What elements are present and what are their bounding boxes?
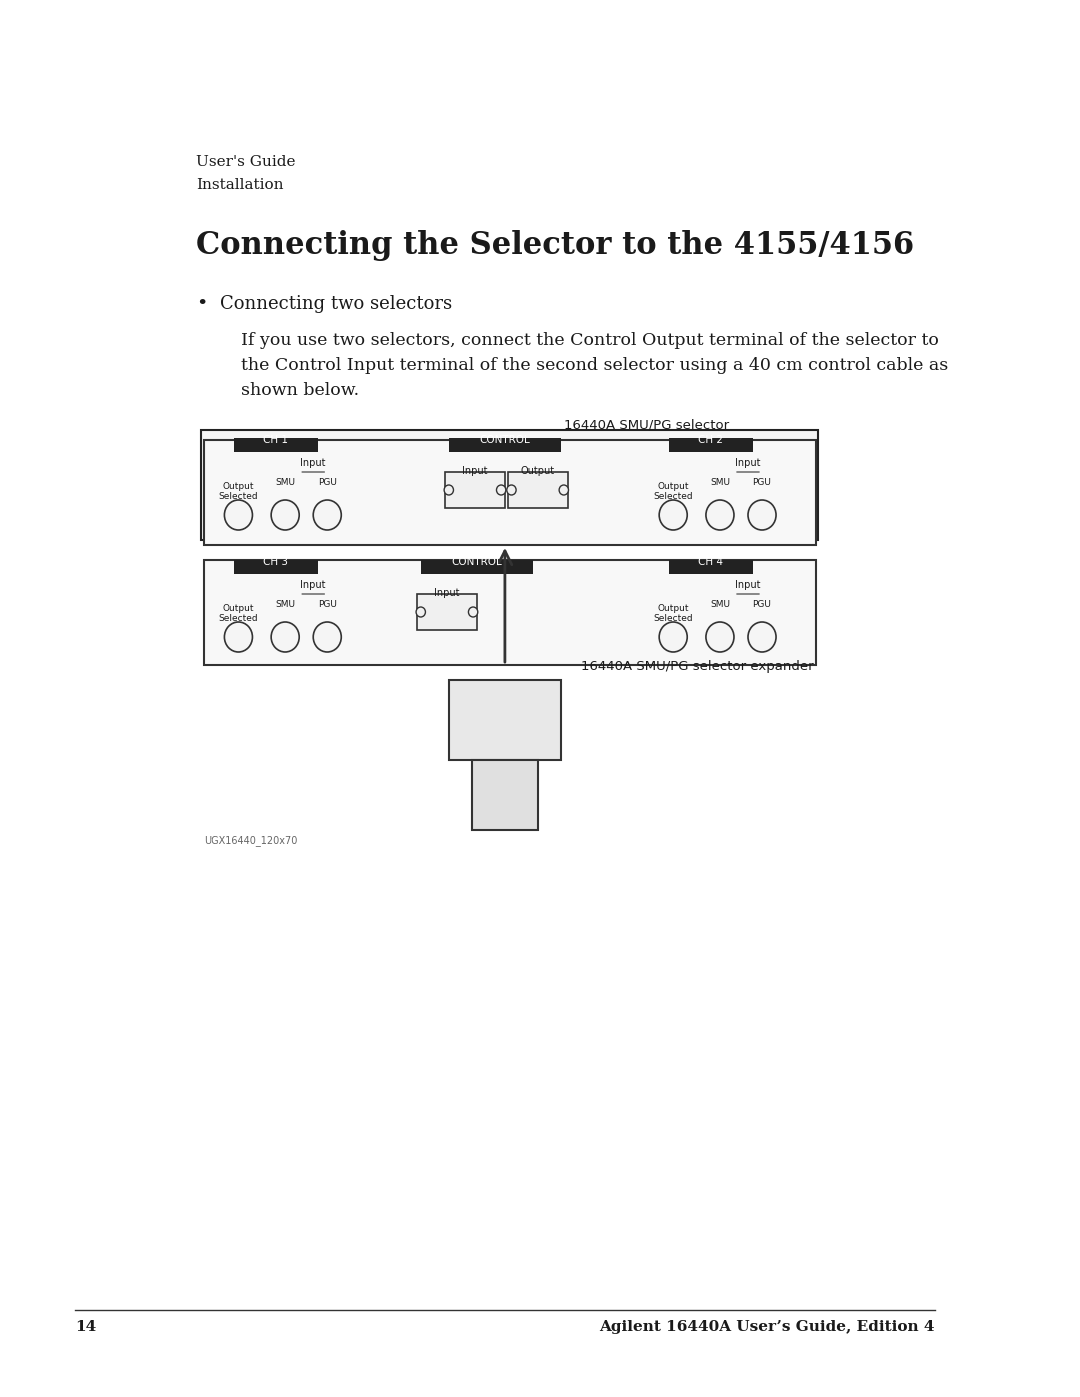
Circle shape <box>659 622 687 652</box>
Text: CONTROL: CONTROL <box>451 557 502 567</box>
Circle shape <box>748 622 777 652</box>
Text: Input: Input <box>735 458 760 468</box>
Text: PGU: PGU <box>318 599 337 609</box>
Text: Output: Output <box>521 467 555 476</box>
Bar <box>508 472 568 509</box>
Text: Input: Input <box>735 580 760 590</box>
Circle shape <box>416 608 426 617</box>
Bar <box>449 439 561 453</box>
Text: CH 2: CH 2 <box>698 434 724 446</box>
Text: Output
Selected: Output Selected <box>653 604 693 623</box>
Circle shape <box>659 500 687 529</box>
Bar <box>204 560 816 665</box>
Bar <box>669 560 753 574</box>
Text: User's Guide: User's Guide <box>197 155 296 169</box>
Bar <box>449 680 561 760</box>
Text: SMU: SMU <box>710 478 730 488</box>
Text: SMU: SMU <box>710 599 730 609</box>
Text: Output
Selected: Output Selected <box>218 482 258 502</box>
Text: •: • <box>197 295 207 313</box>
Text: SMU: SMU <box>275 478 295 488</box>
Circle shape <box>706 500 734 529</box>
Circle shape <box>313 622 341 652</box>
Text: Input: Input <box>434 588 460 598</box>
Bar <box>204 440 816 545</box>
Text: CH 1: CH 1 <box>264 434 288 446</box>
Circle shape <box>444 485 454 495</box>
Text: 14: 14 <box>75 1320 96 1334</box>
Circle shape <box>225 622 253 652</box>
Text: CH 4: CH 4 <box>698 557 724 567</box>
Text: CH 3: CH 3 <box>264 557 288 567</box>
Text: Input: Input <box>300 458 326 468</box>
Bar <box>445 472 504 509</box>
Text: CONTROL: CONTROL <box>480 434 530 446</box>
Bar <box>472 760 538 830</box>
Circle shape <box>469 608 477 617</box>
Circle shape <box>313 500 341 529</box>
Text: If you use two selectors, connect the Control Output terminal of the selector to: If you use two selectors, connect the Co… <box>241 332 948 398</box>
Circle shape <box>706 622 734 652</box>
Text: PGU: PGU <box>753 478 771 488</box>
Circle shape <box>559 485 568 495</box>
Circle shape <box>497 485 505 495</box>
Text: UGX16440_120x70: UGX16440_120x70 <box>204 835 297 847</box>
Text: Input: Input <box>300 580 326 590</box>
Circle shape <box>271 622 299 652</box>
Circle shape <box>748 500 777 529</box>
Text: Connecting two selectors: Connecting two selectors <box>219 295 451 313</box>
Text: PGU: PGU <box>318 478 337 488</box>
FancyArrowPatch shape <box>498 550 512 662</box>
Circle shape <box>507 485 516 495</box>
Bar <box>201 430 819 541</box>
Circle shape <box>225 500 253 529</box>
Bar <box>417 594 477 630</box>
Text: Connecting the Selector to the 4155/4156: Connecting the Selector to the 4155/4156 <box>197 231 915 261</box>
Bar <box>233 560 318 574</box>
Text: Input: Input <box>462 467 488 476</box>
Text: Output
Selected: Output Selected <box>218 604 258 623</box>
Circle shape <box>271 500 299 529</box>
Text: 16440A SMU/PG selector expander: 16440A SMU/PG selector expander <box>581 659 813 673</box>
Text: Output
Selected: Output Selected <box>653 482 693 502</box>
Bar <box>421 560 532 574</box>
Text: Agilent 16440A User’s Guide, Edition 4: Agilent 16440A User’s Guide, Edition 4 <box>599 1320 935 1334</box>
Text: PGU: PGU <box>753 599 771 609</box>
Bar <box>669 439 753 453</box>
Text: 16440A SMU/PG selector: 16440A SMU/PG selector <box>564 418 729 432</box>
Text: SMU: SMU <box>275 599 295 609</box>
Bar <box>233 439 318 453</box>
Text: Installation: Installation <box>197 177 284 191</box>
